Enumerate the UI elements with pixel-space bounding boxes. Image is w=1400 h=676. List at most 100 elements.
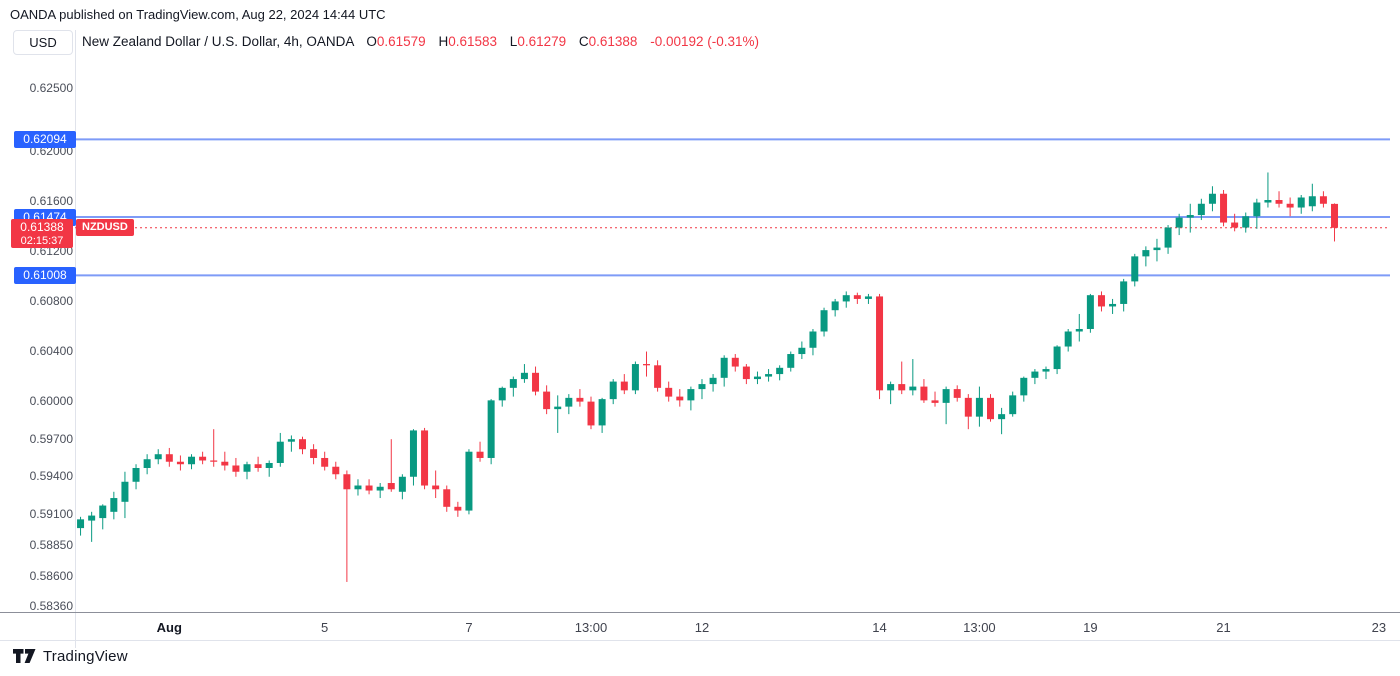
candle bbox=[199, 451, 207, 465]
time-tick-label: 23 bbox=[1371, 620, 1387, 635]
candle bbox=[1220, 189, 1228, 227]
candle bbox=[1264, 172, 1272, 208]
low-value: 0.61279 bbox=[517, 34, 567, 49]
candle bbox=[176, 455, 184, 471]
price-tick-label: 0.62500 bbox=[29, 81, 73, 96]
candle bbox=[642, 351, 650, 377]
time-tick-label: Aug bbox=[156, 620, 182, 635]
candle bbox=[1197, 198, 1205, 221]
price-tick-label: 0.60800 bbox=[29, 293, 73, 308]
symbol-info-bar: New Zealand Dollar / U.S. Dollar, 4h, OA… bbox=[82, 34, 759, 49]
open-value: 0.61579 bbox=[376, 34, 426, 49]
candle bbox=[1064, 328, 1072, 352]
candle bbox=[243, 461, 251, 480]
candle bbox=[354, 479, 362, 496]
candle bbox=[443, 485, 451, 512]
price-tick-label: 0.60400 bbox=[29, 344, 73, 359]
candle bbox=[654, 360, 662, 392]
candle bbox=[787, 351, 795, 372]
candle bbox=[909, 359, 917, 396]
time-tick-label: 19 bbox=[1083, 620, 1098, 635]
candle bbox=[1164, 225, 1172, 254]
candle bbox=[809, 328, 817, 356]
close-label: C bbox=[578, 34, 589, 49]
current-price-value: 0.61388 bbox=[20, 220, 64, 235]
level-price-label[interactable]: 0.62094 bbox=[14, 130, 76, 148]
attribution-text: OANDA published on TradingView.com, Aug … bbox=[10, 7, 386, 22]
candle bbox=[99, 504, 107, 530]
candle bbox=[143, 454, 151, 475]
currency-button[interactable]: USD bbox=[13, 30, 73, 55]
time-tick-label: 14 bbox=[872, 620, 887, 635]
candle bbox=[1308, 183, 1316, 212]
candle bbox=[343, 470, 351, 582]
time-tick-label: 7 bbox=[465, 620, 473, 635]
candle bbox=[1297, 195, 1305, 214]
candle bbox=[864, 293, 872, 304]
tradingview-icon bbox=[13, 649, 36, 663]
candle bbox=[820, 307, 828, 337]
candle bbox=[298, 436, 306, 455]
candle bbox=[1242, 212, 1250, 233]
candle bbox=[454, 501, 462, 517]
time-tick-label: 13:00 bbox=[963, 620, 996, 635]
price-tick-label: 0.59400 bbox=[29, 469, 73, 484]
bar-countdown-timer: 02:15:37 bbox=[20, 235, 64, 248]
candle bbox=[576, 389, 584, 407]
candle bbox=[798, 341, 806, 360]
price-tick-label: 0.58600 bbox=[29, 569, 73, 584]
candle bbox=[398, 474, 406, 500]
time-tick-label: 13:00 bbox=[574, 620, 608, 635]
candle bbox=[709, 374, 717, 392]
candle bbox=[831, 298, 839, 317]
candle bbox=[565, 394, 573, 415]
candle bbox=[465, 449, 473, 515]
candle bbox=[532, 366, 540, 396]
close-value: 0.61388 bbox=[588, 34, 638, 49]
candle bbox=[731, 354, 739, 372]
candle bbox=[487, 399, 495, 465]
current-price-label[interactable]: 0.61388 02:15:37 bbox=[11, 219, 73, 249]
candle bbox=[520, 364, 528, 383]
candle bbox=[620, 374, 628, 395]
candle bbox=[998, 407, 1006, 435]
candle bbox=[1275, 191, 1283, 208]
price-tick-label: 0.59100 bbox=[29, 506, 73, 521]
candle bbox=[1331, 203, 1339, 242]
tradingview-brand-text: TradingView bbox=[43, 648, 128, 665]
candle bbox=[753, 371, 761, 385]
symbol-tag[interactable]: NZDUSD bbox=[76, 219, 134, 237]
candle bbox=[121, 471, 129, 519]
candle bbox=[365, 479, 373, 495]
candle bbox=[1009, 391, 1017, 417]
candle bbox=[1186, 203, 1194, 233]
candle bbox=[1175, 213, 1183, 236]
candle bbox=[1031, 369, 1039, 385]
price-tick-label: 0.58850 bbox=[29, 538, 73, 553]
price-tick-label: 0.58360 bbox=[29, 599, 73, 614]
candle bbox=[742, 364, 750, 385]
candle bbox=[1253, 198, 1261, 229]
level-price-label[interactable]: 0.61008 bbox=[14, 266, 76, 284]
candle bbox=[498, 386, 506, 407]
symbol-title[interactable]: New Zealand Dollar / U.S. Dollar, 4h, OA… bbox=[82, 34, 354, 49]
candle bbox=[1142, 246, 1150, 267]
candle bbox=[221, 451, 229, 471]
candle bbox=[931, 391, 939, 407]
candle bbox=[853, 292, 861, 304]
candle bbox=[287, 435, 295, 452]
candle bbox=[942, 386, 950, 425]
candle bbox=[898, 361, 906, 395]
candle bbox=[987, 394, 995, 422]
candle bbox=[631, 361, 639, 395]
candle bbox=[665, 381, 673, 402]
candle bbox=[1319, 191, 1327, 208]
tradingview-logo-link[interactable]: TradingView bbox=[13, 648, 128, 665]
high-label: H bbox=[438, 34, 449, 49]
candle bbox=[110, 491, 118, 520]
candle bbox=[1097, 291, 1105, 312]
candle bbox=[964, 394, 972, 430]
candle bbox=[476, 441, 484, 462]
candle bbox=[1042, 366, 1050, 380]
